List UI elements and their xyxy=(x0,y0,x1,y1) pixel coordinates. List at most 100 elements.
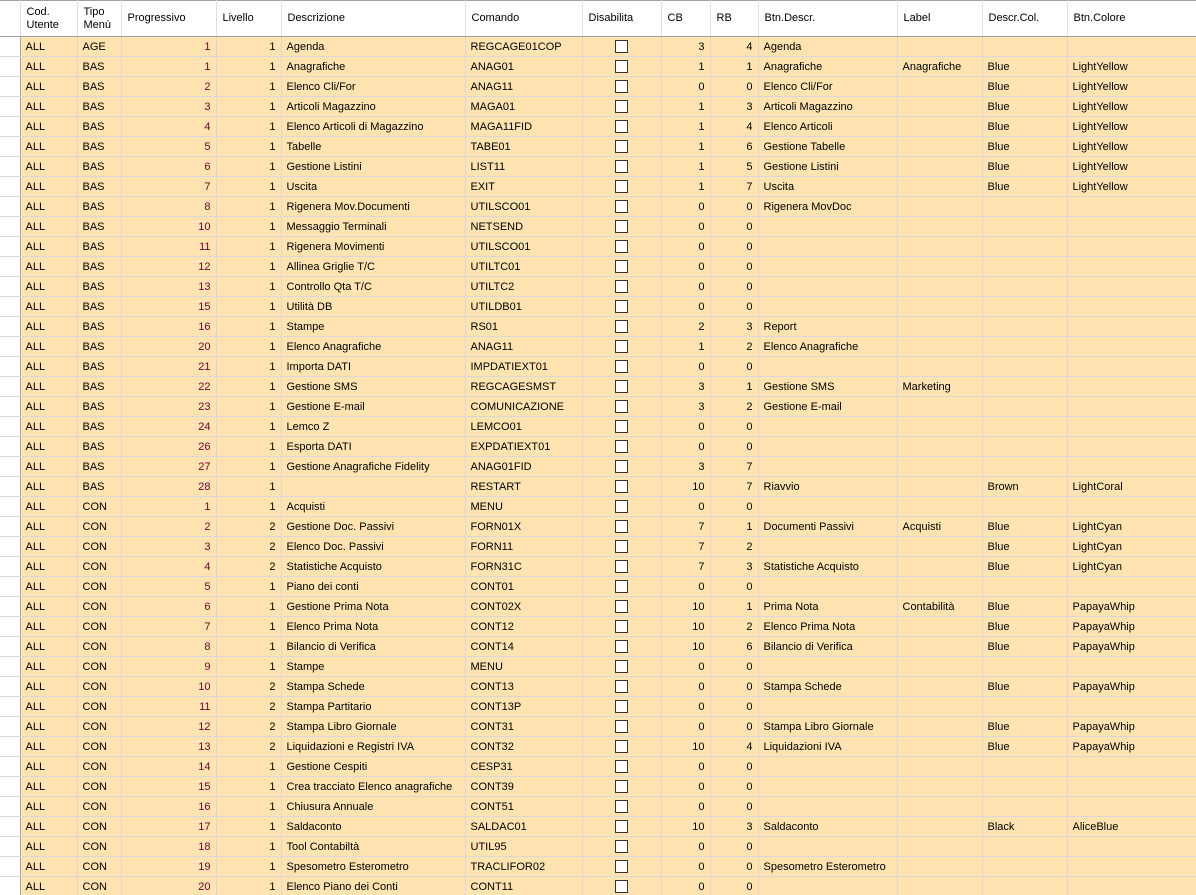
table-row[interactable]: ALL CON 16 1 Chiusura Annuale CONT51 0 0 xyxy=(0,796,1196,817)
cell-comando[interactable]: LEMCO01 xyxy=(465,416,583,437)
cell-cb[interactable]: 7 xyxy=(661,556,711,577)
cell-descr-col[interactable] xyxy=(982,216,1068,237)
cell-btn-descr[interactable]: Saldaconto xyxy=(758,816,898,837)
cell-descr-col[interactable]: Blue xyxy=(982,76,1068,97)
cell-descr-col[interactable] xyxy=(982,316,1068,337)
cell-label[interactable] xyxy=(897,416,983,437)
row-selector[interactable] xyxy=(0,376,21,397)
cell-disabilita[interactable] xyxy=(582,816,662,837)
cell-comando[interactable]: CONT02X xyxy=(465,596,583,617)
cell-progressivo[interactable]: 1 xyxy=(121,496,217,517)
row-selector[interactable] xyxy=(0,676,21,697)
cell-btn-colore[interactable] xyxy=(1067,316,1196,337)
cell-btn-colore[interactable]: LightCyan xyxy=(1067,536,1196,557)
cell-livello[interactable]: 1 xyxy=(216,796,282,817)
table-row[interactable]: ALL CON 7 1 Elenco Prima Nota CONT12 10 2 Elenco… xyxy=(0,616,1196,637)
disabilita-checkbox[interactable] xyxy=(615,260,628,273)
cell-cod-utente[interactable]: ALL xyxy=(20,216,78,237)
cell-btn-colore[interactable]: LightYellow xyxy=(1067,76,1196,97)
cell-label[interactable] xyxy=(897,196,983,217)
cell-disabilita[interactable] xyxy=(582,636,662,657)
column-header-descr-col[interactable]: Descr.Col. xyxy=(982,0,1068,37)
row-selector[interactable] xyxy=(0,716,21,737)
row-selector[interactable] xyxy=(0,736,21,757)
cell-tipo-menu[interactable]: CON xyxy=(77,596,122,617)
row-selector[interactable] xyxy=(0,556,21,577)
cell-btn-colore[interactable] xyxy=(1067,296,1196,317)
cell-rb[interactable]: 0 xyxy=(710,756,759,777)
cell-tipo-menu[interactable]: CON xyxy=(77,876,122,895)
disabilita-checkbox[interactable] xyxy=(615,480,628,493)
cell-comando[interactable]: UTIL95 xyxy=(465,836,583,857)
cell-descrizione[interactable]: Gestione SMS xyxy=(281,376,466,397)
column-header-tipo-menu[interactable]: Tipo Menù xyxy=(77,0,122,37)
cell-descr-col[interactable]: Blue xyxy=(982,556,1068,577)
row-selector[interactable] xyxy=(0,836,21,857)
cell-livello[interactable]: 1 xyxy=(216,36,282,57)
cell-livello[interactable]: 1 xyxy=(216,496,282,517)
cell-livello[interactable]: 1 xyxy=(216,876,282,895)
cell-descr-col[interactable] xyxy=(982,796,1068,817)
cell-descrizione[interactable]: Statistiche Acquisto xyxy=(281,556,466,577)
cell-cod-utente[interactable]: ALL xyxy=(20,556,78,577)
cell-disabilita[interactable] xyxy=(582,256,662,277)
cell-progressivo[interactable]: 8 xyxy=(121,636,217,657)
cell-progressivo[interactable]: 16 xyxy=(121,316,217,337)
cell-disabilita[interactable] xyxy=(582,456,662,477)
cell-cb[interactable]: 10 xyxy=(661,736,711,757)
table-row[interactable]: ALL CON 11 2 Stampa Partitario CONT13P 0 0 xyxy=(0,696,1196,717)
cell-disabilita[interactable] xyxy=(582,716,662,737)
cell-tipo-menu[interactable]: BAS xyxy=(77,356,122,377)
column-header-livello[interactable]: Livello xyxy=(216,0,282,37)
cell-progressivo[interactable]: 9 xyxy=(121,656,217,677)
cell-disabilita[interactable] xyxy=(582,756,662,777)
cell-descr-col[interactable]: Blue xyxy=(982,136,1068,157)
cell-comando[interactable]: UTILSCO01 xyxy=(465,196,583,217)
cell-btn-descr[interactable]: Gestione Tabelle xyxy=(758,136,898,157)
cell-cod-utente[interactable]: ALL xyxy=(20,496,78,517)
cell-comando[interactable]: MENU xyxy=(465,496,583,517)
cell-label[interactable] xyxy=(897,496,983,517)
cell-comando[interactable]: UTILTC2 xyxy=(465,276,583,297)
cell-btn-descr[interactable] xyxy=(758,416,898,437)
cell-label[interactable] xyxy=(897,576,983,597)
cell-tipo-menu[interactable]: CON xyxy=(77,516,122,537)
cell-cod-utente[interactable]: ALL xyxy=(20,876,78,895)
cell-comando[interactable]: REGCAGESMST xyxy=(465,376,583,397)
cell-label[interactable] xyxy=(897,236,983,257)
cell-cod-utente[interactable]: ALL xyxy=(20,376,78,397)
table-row[interactable]: ALL CON 10 2 Stampa Schede CONT13 0 0 Stampa Sch… xyxy=(0,676,1196,697)
cell-descrizione[interactable]: Tool Contabiltà xyxy=(281,836,466,857)
cell-label[interactable] xyxy=(897,756,983,777)
cell-cb[interactable]: 1 xyxy=(661,56,711,77)
table-row[interactable]: ALL BAS 21 1 Importa DATI IMPDATIEXT01 0 0 xyxy=(0,356,1196,377)
cell-btn-colore[interactable] xyxy=(1067,696,1196,717)
cell-cod-utente[interactable]: ALL xyxy=(20,476,78,497)
cell-descr-col[interactable] xyxy=(982,436,1068,457)
cell-progressivo[interactable]: 2 xyxy=(121,516,217,537)
cell-btn-colore[interactable] xyxy=(1067,856,1196,877)
cell-disabilita[interactable] xyxy=(582,156,662,177)
cell-cb[interactable]: 0 xyxy=(661,676,711,697)
cell-cod-utente[interactable]: ALL xyxy=(20,296,78,317)
cell-livello[interactable]: 1 xyxy=(216,776,282,797)
cell-progressivo[interactable]: 26 xyxy=(121,436,217,457)
cell-btn-colore[interactable] xyxy=(1067,356,1196,377)
cell-btn-descr[interactable] xyxy=(758,776,898,797)
cell-disabilita[interactable] xyxy=(582,656,662,677)
cell-cod-utente[interactable]: ALL xyxy=(20,656,78,677)
cell-label[interactable]: Anagrafiche xyxy=(897,56,983,77)
cell-cb[interactable]: 3 xyxy=(661,376,711,397)
cell-rb[interactable]: 0 xyxy=(710,276,759,297)
cell-descr-col[interactable] xyxy=(982,856,1068,877)
cell-disabilita[interactable] xyxy=(582,356,662,377)
cell-progressivo[interactable]: 21 xyxy=(121,356,217,377)
cell-label[interactable] xyxy=(897,676,983,697)
cell-tipo-menu[interactable]: CON xyxy=(77,616,122,637)
cell-btn-descr[interactable] xyxy=(758,256,898,277)
cell-disabilita[interactable] xyxy=(582,556,662,577)
cell-btn-descr[interactable] xyxy=(758,216,898,237)
cell-btn-descr[interactable]: Stampa Schede xyxy=(758,676,898,697)
cell-label[interactable] xyxy=(897,636,983,657)
cell-livello[interactable]: 1 xyxy=(216,76,282,97)
